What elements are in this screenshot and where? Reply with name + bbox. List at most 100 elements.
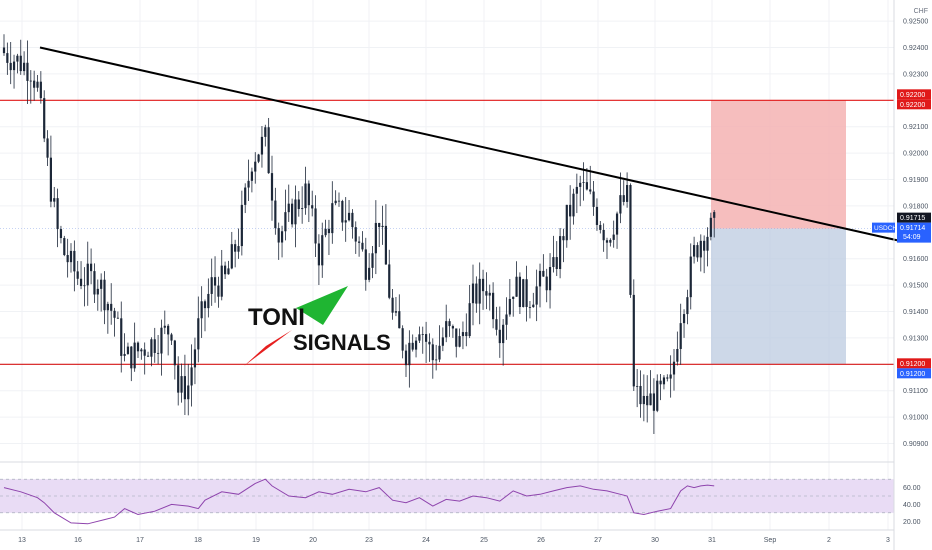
candle-body	[224, 265, 227, 275]
candle	[123, 333, 126, 362]
candle	[488, 284, 491, 311]
candle-body	[16, 55, 19, 62]
candle	[260, 126, 264, 168]
candle-body	[488, 292, 491, 296]
candle-body	[213, 277, 217, 286]
candle-body	[411, 342, 414, 350]
candle	[431, 338, 434, 379]
candle-body	[12, 61, 16, 71]
candle-body	[512, 296, 515, 299]
candle-body	[545, 276, 548, 291]
candle-body	[331, 203, 334, 234]
candle-body	[264, 127, 267, 137]
candle	[656, 374, 659, 413]
candle-body	[143, 349, 146, 356]
trendline-layer[interactable]	[39, 46, 898, 242]
candle	[324, 219, 327, 238]
candle	[592, 181, 595, 216]
candle	[629, 183, 632, 298]
candle-body	[384, 225, 387, 265]
candle	[100, 273, 103, 312]
candle	[615, 211, 619, 249]
candle	[693, 236, 696, 264]
candle	[414, 337, 418, 358]
candle	[337, 192, 341, 207]
descending-trendline[interactable]	[39, 46, 898, 242]
candle	[284, 189, 287, 241]
position-zones	[711, 100, 846, 365]
candle	[321, 222, 324, 278]
candle	[224, 261, 227, 279]
time-axis[interactable]: 13 16 17 18 19 20 23 24 25 26 27 30 31 Sep 2 3	[18, 537, 890, 544]
candle-body	[649, 393, 652, 406]
candle	[425, 321, 428, 363]
candle-body	[646, 395, 649, 406]
candle	[468, 284, 471, 339]
candle	[140, 347, 143, 360]
candle-body	[371, 253, 374, 268]
candle	[29, 70, 32, 104]
candle	[659, 374, 662, 401]
candle-body	[160, 327, 163, 354]
candle-body	[76, 271, 79, 279]
candle	[314, 195, 317, 257]
candle-body	[361, 242, 364, 250]
candle	[79, 261, 83, 290]
stop-loss-zone	[711, 100, 846, 229]
candle-body	[244, 187, 247, 205]
candle-body	[632, 294, 635, 387]
candle-body	[559, 236, 562, 270]
candle	[83, 267, 86, 307]
candle	[699, 234, 702, 272]
candle-body	[49, 157, 52, 202]
candle-body	[6, 53, 9, 63]
candle-body	[177, 365, 180, 393]
candle	[555, 241, 558, 277]
price-tick-label: 0.91600	[903, 256, 928, 263]
candle-body	[522, 279, 525, 307]
candle	[686, 289, 689, 325]
candle	[371, 246, 374, 279]
candle-body	[679, 323, 682, 349]
candle-body	[414, 340, 418, 350]
candle	[378, 222, 381, 248]
price-axis[interactable]: 0.92500 0.92400 0.92300 0.92100 0.92000 0.919…	[903, 19, 928, 526]
candle	[404, 344, 408, 377]
candle	[502, 319, 505, 366]
candle-body	[622, 195, 625, 202]
candle	[492, 282, 495, 329]
candle	[36, 75, 39, 92]
candle-body	[19, 55, 22, 72]
support-tag-bottom-bg	[897, 368, 931, 379]
candle-body	[351, 212, 354, 228]
candle-body	[207, 293, 210, 309]
candle	[190, 344, 193, 407]
candle	[481, 269, 485, 310]
candle-body	[277, 228, 280, 243]
candle-body	[428, 341, 431, 345]
price-tick-label: 0.90900	[903, 441, 928, 448]
candle-body	[257, 154, 260, 162]
candle	[471, 264, 475, 326]
candle	[632, 279, 635, 391]
time-tick-label: 19	[252, 537, 260, 544]
candle	[46, 130, 49, 166]
candle-body	[555, 257, 558, 270]
price-tick-label: 0.91900	[903, 177, 928, 184]
candle	[207, 278, 210, 318]
candle	[217, 276, 220, 308]
candle	[213, 256, 217, 303]
candle	[39, 71, 42, 104]
time-tick-label: 2	[827, 537, 831, 544]
candle	[599, 221, 602, 234]
logo-red-arrow	[244, 330, 292, 366]
price-tags: 0.922000.922000.912000.912000.91715USDCH…	[872, 89, 931, 379]
candle	[237, 228, 240, 259]
candle	[183, 354, 186, 415]
candle-body	[260, 136, 264, 155]
candle	[512, 296, 515, 317]
candle	[247, 159, 250, 202]
candle-body	[347, 212, 351, 221]
candle	[384, 204, 387, 265]
